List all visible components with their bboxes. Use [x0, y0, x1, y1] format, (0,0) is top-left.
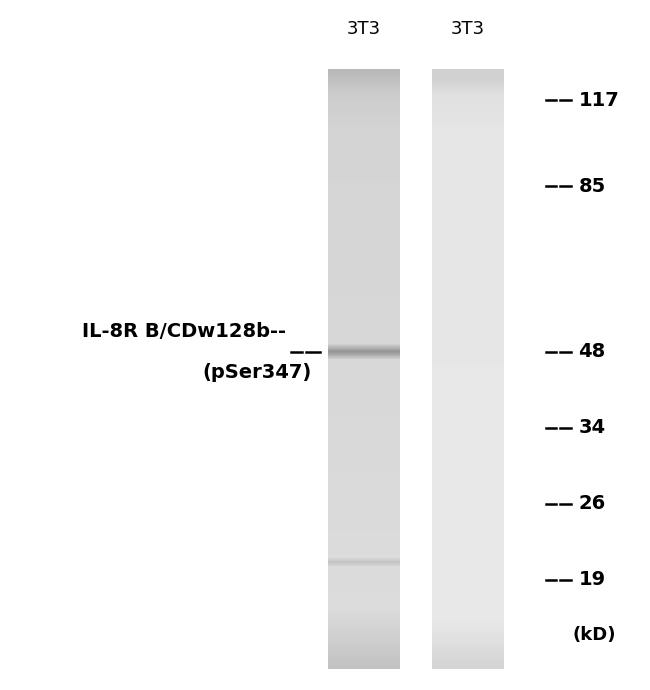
Text: IL-8R B/CDw128b--: IL-8R B/CDw128b-- [82, 322, 286, 341]
Text: 34: 34 [578, 418, 606, 437]
Text: 3T3: 3T3 [347, 20, 381, 38]
Text: 85: 85 [578, 177, 606, 196]
Text: (pSer347): (pSer347) [203, 363, 312, 382]
Text: 19: 19 [578, 570, 606, 589]
Text: 3T3: 3T3 [451, 20, 485, 38]
Text: 48: 48 [578, 342, 606, 362]
Text: 26: 26 [578, 494, 606, 513]
Text: 117: 117 [578, 90, 619, 110]
Text: (kD): (kD) [572, 626, 616, 644]
